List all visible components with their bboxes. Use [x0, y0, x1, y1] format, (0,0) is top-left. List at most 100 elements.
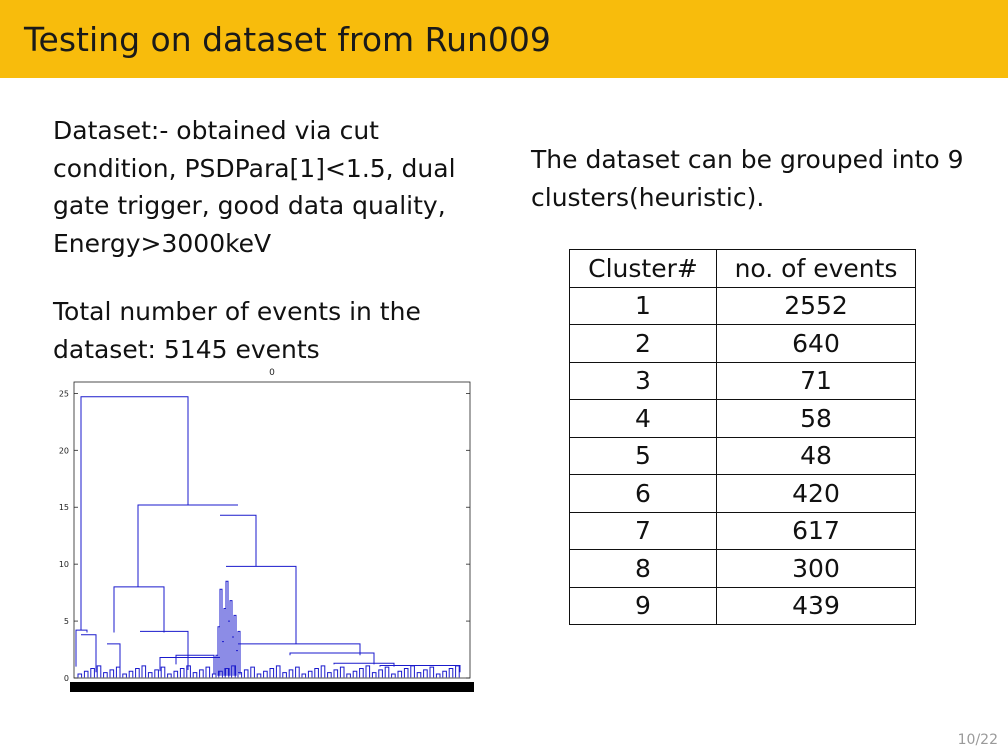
dendrogram-link — [233, 614, 237, 676]
dendrogram-link — [423, 669, 428, 678]
header-events: no. of events — [716, 249, 916, 288]
dendrogram-link — [211, 673, 217, 678]
dendrogram-link — [289, 652, 375, 665]
event-count-cell: 617 — [716, 511, 916, 550]
dendrogram-link — [378, 669, 383, 678]
cluster-id-cell: 8 — [569, 549, 717, 588]
table-row: 8 300 — [569, 549, 916, 588]
dendrogram-link — [238, 643, 361, 656]
chart-title: 0 — [269, 368, 275, 378]
cluster-id-cell: 9 — [569, 586, 717, 625]
dendrogram-link — [333, 669, 339, 678]
dendrogram-link — [75, 629, 88, 667]
table-row: 1 2552 — [569, 286, 916, 325]
cluster-id-cell: 4 — [569, 399, 717, 438]
dendrogram-link — [179, 668, 185, 678]
table-row: 7 617 — [569, 511, 916, 550]
dendrogram-link — [256, 673, 262, 678]
dendrogram-link — [275, 665, 281, 678]
dendrogram-link — [282, 672, 287, 678]
dendrogram-link — [339, 666, 345, 678]
dendrogram-link — [231, 665, 236, 678]
dendrogram-link — [135, 668, 140, 678]
event-count-cell: 420 — [716, 474, 916, 513]
dendrogram-link — [397, 670, 403, 678]
event-count-cell: 439 — [716, 586, 916, 625]
dendrogram-link — [391, 673, 396, 678]
table-header-row: Cluster# no. of events — [569, 249, 916, 288]
dendrogram-link — [219, 588, 223, 676]
event-count-cell: 71 — [716, 361, 916, 400]
dendrogram-link — [327, 672, 332, 678]
event-count-cell: 300 — [716, 549, 916, 588]
dendrogram-chart: 0 0 5 10 15 20 25 — [59, 368, 474, 692]
dataset-description: Dataset:- obtained via cut condition, PS… — [53, 116, 456, 258]
dendrogram-link — [352, 670, 358, 678]
dendrogram-link — [224, 668, 230, 678]
dendrogram-link — [384, 666, 390, 678]
dendrogram-link — [346, 673, 351, 678]
table-row: 9 439 — [569, 586, 916, 625]
dendrogram-link — [429, 666, 435, 678]
y-tick-label: 5 — [64, 617, 69, 626]
dendrogram-link — [167, 673, 172, 678]
plot-frame — [73, 381, 471, 679]
event-count-cell: 48 — [716, 436, 916, 475]
dendrogram-link — [307, 670, 313, 678]
dendrogram-link — [107, 643, 121, 673]
dendrogram-link — [301, 673, 307, 678]
dendrogram-link — [379, 664, 461, 673]
dendrogram-link — [416, 672, 422, 678]
table-row: 4 58 — [569, 399, 916, 438]
dendrogram-link — [333, 662, 395, 667]
dendrogram-link — [141, 665, 147, 678]
dendrogram-link — [442, 670, 447, 678]
dendrogram-link — [192, 672, 198, 678]
event-count-cell: 2552 — [716, 286, 916, 325]
dendrogram-link — [96, 665, 102, 678]
dendrogram-link — [122, 673, 127, 678]
dendrogram-link — [410, 665, 415, 678]
dendrogram-link — [173, 670, 179, 678]
dendrogram-link — [263, 670, 268, 678]
event-count-cell: 640 — [716, 324, 916, 363]
dendrogram-link — [205, 666, 211, 678]
dendrogram-link — [147, 672, 153, 678]
cluster-id-cell: 5 — [569, 436, 717, 475]
dendrogram-link — [237, 630, 241, 676]
table-row: 3 71 — [569, 361, 916, 400]
total-events-text: Total number of events in the dataset: 5… — [53, 297, 421, 364]
header-cluster: Cluster# — [569, 249, 717, 288]
dendrogram-link — [81, 634, 97, 673]
dendrogram-link — [448, 668, 454, 678]
dendrogram-link — [109, 669, 115, 678]
y-tick-label: 10 — [59, 560, 69, 569]
dendrogram-link — [455, 665, 460, 678]
y-tick-label: 25 — [59, 389, 69, 398]
dendrogram-link — [269, 668, 275, 678]
cluster-id-cell: 3 — [569, 361, 717, 400]
title-bar: Testing on dataset from Run009 — [0, 0, 1008, 78]
dendrogram-link — [365, 665, 371, 678]
cluster-id-cell: 7 — [569, 511, 717, 550]
dendrogram-link — [250, 666, 255, 678]
y-tick-label: 0 — [64, 674, 69, 683]
dendrogram-link — [295, 666, 300, 678]
dendrogram-link — [128, 670, 134, 678]
dendrogram-link — [113, 586, 165, 633]
page-number: 10/22 — [957, 732, 998, 748]
cluster-id-cell: 6 — [569, 474, 717, 513]
leaf-label-bar — [70, 682, 474, 692]
dendrogram-link — [115, 666, 121, 678]
dendrogram-link — [137, 504, 238, 587]
dendrogram-link — [435, 673, 441, 678]
dendrogram-link — [103, 672, 108, 678]
table-row: 2 640 — [569, 324, 916, 363]
table-row: 6 420 — [569, 474, 916, 513]
dendrogram-link — [288, 669, 294, 678]
dendrogram-link — [403, 668, 409, 678]
y-tick-label: 20 — [59, 446, 69, 455]
cluster-id-cell: 1 — [569, 286, 717, 325]
event-count-cell: 58 — [716, 399, 916, 438]
